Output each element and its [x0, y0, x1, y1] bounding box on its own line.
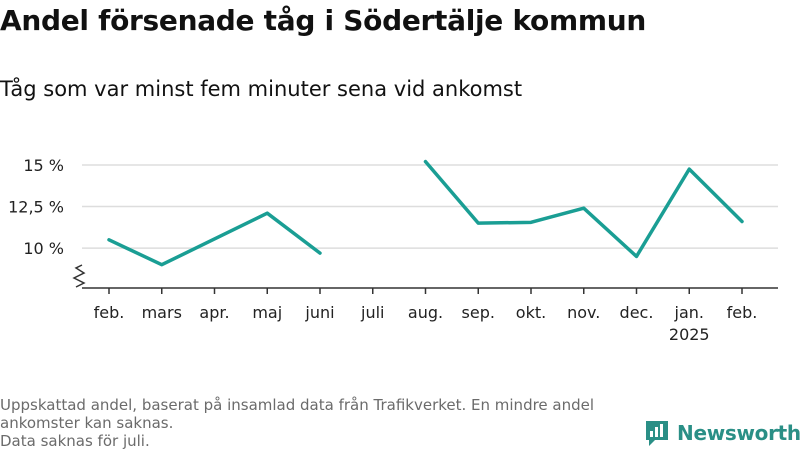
y-tick-label: 12,5 %	[8, 198, 64, 217]
x-tick-label: nov.	[567, 303, 600, 322]
chart-title: Andel försenade tåg i Södertälje kommun	[0, 4, 646, 37]
x-tick-label: aug.	[408, 303, 443, 322]
x-tick-label: feb.	[727, 303, 758, 322]
x-tick-label: dec.	[620, 303, 654, 322]
line-chart: 10 % 12,5 % 15 % feb. mars apr. maj juni juli aug…	[8, 156, 778, 344]
x-tick-label: maj	[252, 303, 282, 322]
footnote: Uppskattad andel, baserat på insamlad da…	[0, 396, 630, 450]
y-tick-label: 15 %	[23, 156, 64, 175]
newsworthy-logo: Newsworthy	[644, 419, 800, 447]
footnote-missing-data: Data saknas för juli.	[0, 432, 150, 450]
x-tick-label: mars	[142, 303, 182, 322]
y-tick-label: 10 %	[23, 239, 64, 258]
x-tick-label: jan.	[674, 303, 704, 322]
x-year-label: 2025	[669, 325, 710, 344]
x-tick-label: juni	[304, 303, 334, 322]
x-tick-label: feb.	[94, 303, 125, 322]
series-line-segment	[107, 211, 322, 267]
chart-subtitle: Tåg som var minst fem minuter sena vid a…	[0, 77, 523, 101]
series-line-segment	[423, 159, 744, 259]
x-tick-label: apr.	[199, 303, 229, 322]
x-tick-label: juli	[360, 303, 384, 322]
brand-name: Newsworthy	[677, 421, 800, 445]
footnote-source: Uppskattad andel, baserat på insamlad da…	[0, 396, 595, 432]
axis-break-icon	[72, 264, 86, 288]
x-tick-label: sep.	[462, 303, 495, 322]
newsworthy-logo-icon	[646, 421, 668, 446]
x-tick-label: okt.	[516, 303, 546, 322]
